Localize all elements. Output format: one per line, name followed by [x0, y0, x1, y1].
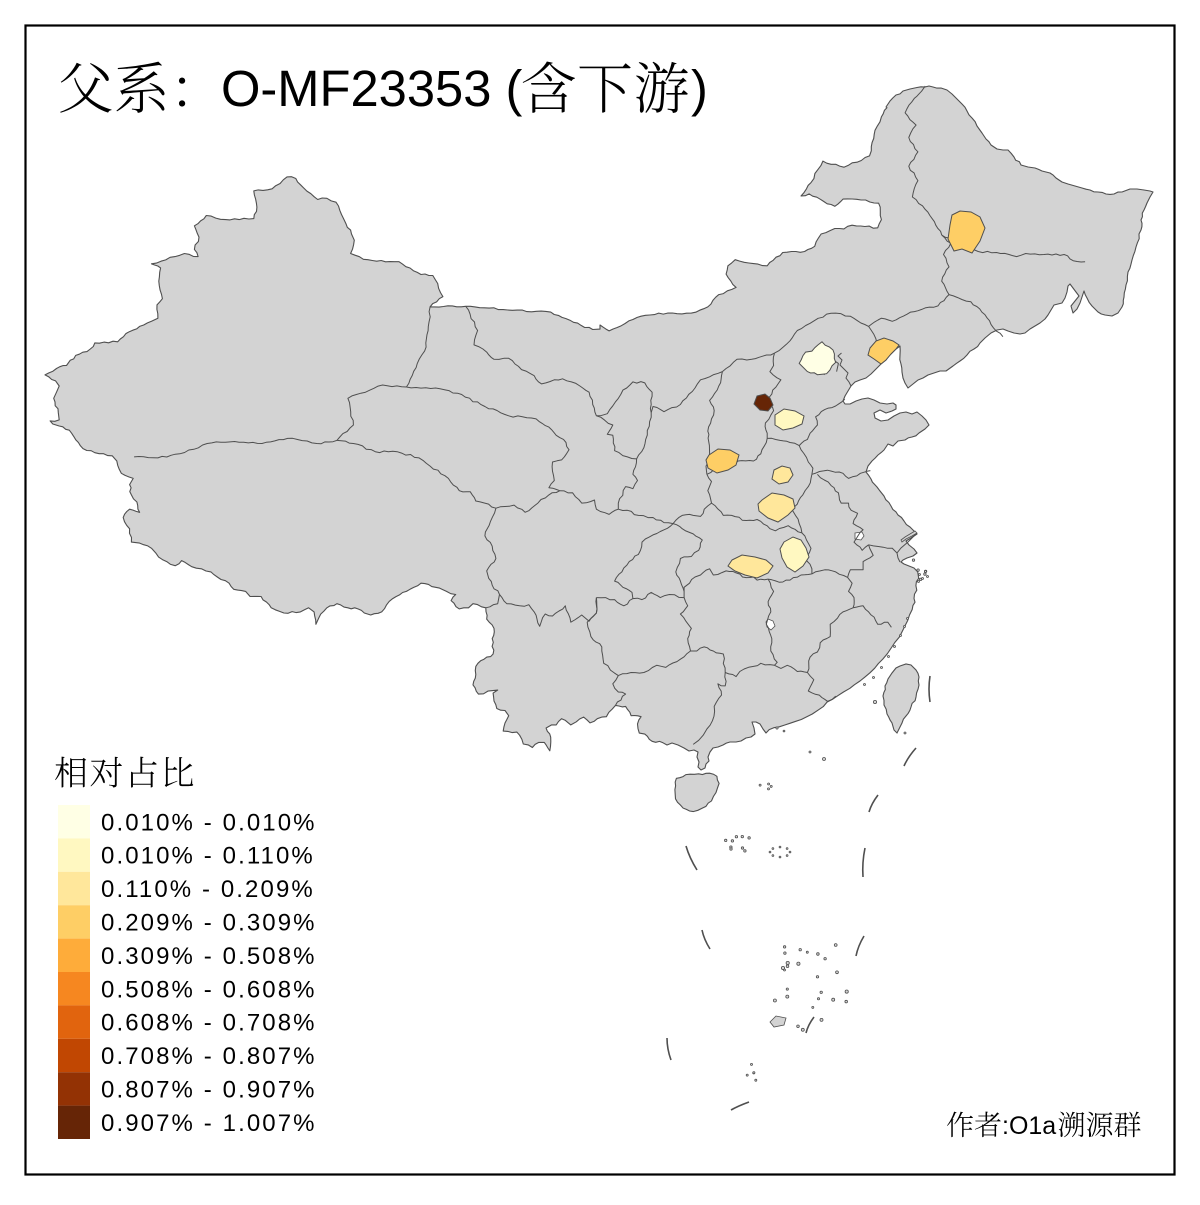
- svg-text::O1a: :O1a: [1002, 1112, 1056, 1140]
- svg-text:0.010% - 0.110%: 0.010% - 0.110%: [101, 843, 315, 870]
- svg-text:0.209% - 0.309%: 0.209% - 0.309%: [101, 910, 317, 937]
- svg-text:0.807% - 0.907%: 0.807% - 0.907%: [101, 1077, 317, 1104]
- svg-text:): ): [691, 60, 708, 117]
- svg-text:0.907% - 1.007%: 0.907% - 1.007%: [101, 1110, 317, 1137]
- svg-text:0.010% - 0.010%: 0.010% - 0.010%: [101, 809, 317, 836]
- svg-text:0.110% - 0.209%: 0.110% - 0.209%: [101, 876, 315, 903]
- svg-text:0.508% - 0.608%: 0.508% - 0.608%: [101, 976, 317, 1003]
- svg-text:0.708% - 0.807%: 0.708% - 0.807%: [101, 1043, 317, 1070]
- svg-text:0.608% - 0.708%: 0.608% - 0.708%: [101, 1010, 317, 1037]
- svg-text:0.309% - 0.508%: 0.309% - 0.508%: [101, 943, 317, 970]
- svg-text:O-MF23353 (: O-MF23353 (: [221, 60, 523, 117]
